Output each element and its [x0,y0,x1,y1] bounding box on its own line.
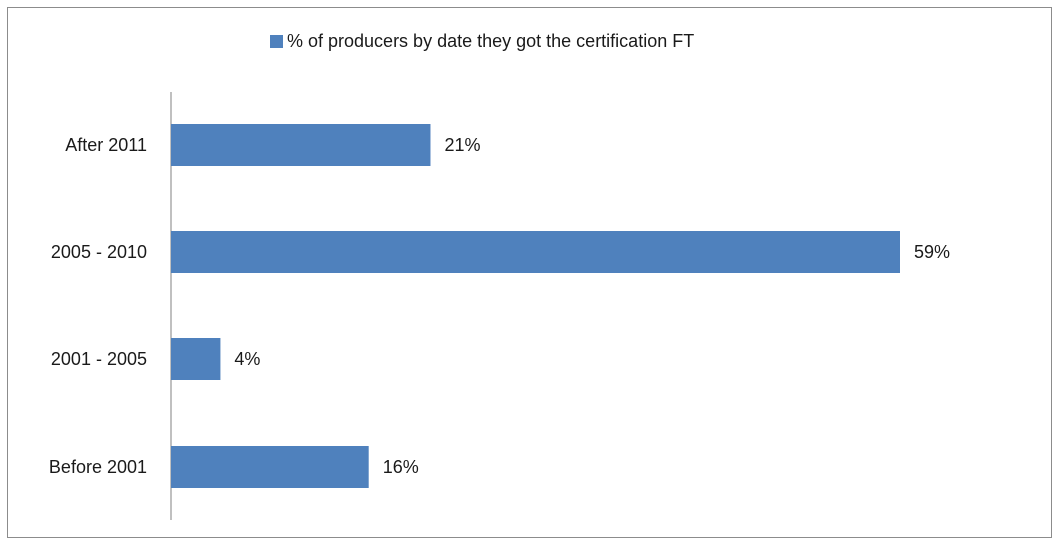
data-label-0: 16% [383,457,419,477]
legend-swatch [270,34,283,48]
legend-label: % of producers by date they got the cert… [287,30,695,51]
category-label-0: Before 2001 [49,457,147,477]
category-label-2: 2005 - 2010 [51,242,147,262]
data-label-1: 4% [234,349,260,369]
data-label-2: 59% [914,242,950,262]
bar-2 [171,231,900,273]
bar-3 [171,124,431,166]
bar-0 [171,446,369,488]
category-label-3: After 2011 [65,135,147,155]
bar-1 [171,338,221,380]
legend: % of producers by date they got the cert… [270,31,694,51]
data-label-3: 21% [444,135,480,155]
category-label-1: 2001 - 2005 [51,349,147,369]
